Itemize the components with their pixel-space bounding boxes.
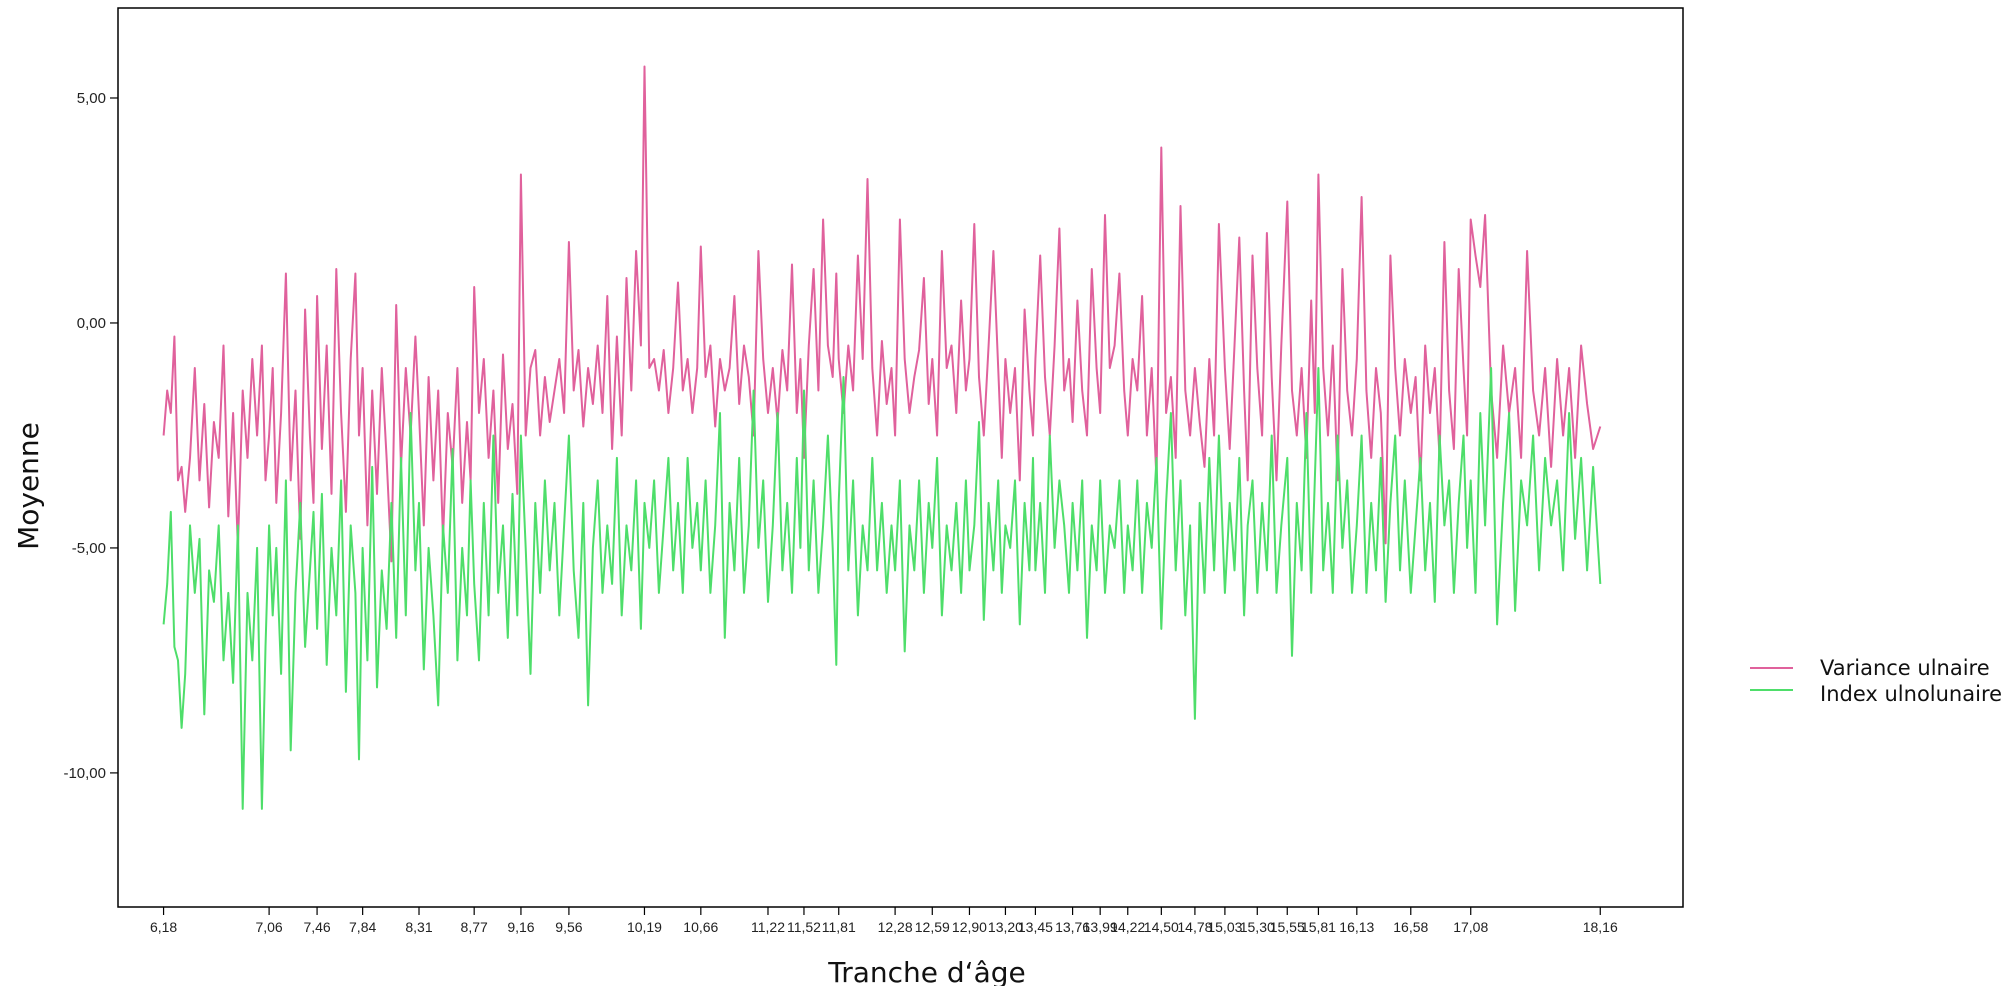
x-tick-label: 13,45 — [1018, 919, 1053, 935]
x-tick-label: 13,99 — [1083, 919, 1118, 935]
x-tick-label: 12,28 — [878, 919, 913, 935]
x-tick-label: 15,55 — [1270, 919, 1305, 935]
series-line-variance-ulnaire — [162, 65, 1602, 563]
x-tick-label: 14,50 — [1144, 919, 1179, 935]
x-tick-label: 18,16 — [1583, 919, 1618, 935]
series-layer — [162, 65, 1602, 810]
y-tick-label: 5,00 — [77, 90, 106, 107]
x-tick-label: 10,19 — [627, 919, 662, 935]
x-tick-label: 6,18 — [150, 919, 177, 935]
x-tick-label: 14,22 — [1110, 919, 1145, 935]
x-axis: 6,18 7,06 7,46 7,84 8,31 8,77 9,16 9,56 10,19 10,… — [150, 907, 1618, 935]
x-tick-label: 11,52 — [787, 919, 821, 935]
x-tick-label: 9,56 — [555, 919, 582, 935]
x-tick-label: 13,76 — [1055, 919, 1090, 935]
series-line-index-ulnolunaire — [162, 367, 1602, 810]
x-tick-label: 7,46 — [303, 919, 330, 935]
x-tick-label: 16,13 — [1339, 919, 1374, 935]
x-tick-label: 12,90 — [952, 919, 987, 935]
y-tick-label: 0,00 — [77, 315, 106, 332]
legend: Variance ulnaire Index ulnolunaire — [1750, 656, 2002, 706]
x-tick-label: 11,81 — [822, 919, 856, 935]
y-axis-title: Moyenne — [12, 422, 45, 550]
x-tick-label: 11,22 — [751, 919, 785, 935]
x-axis-title: Tranche d‘âge — [827, 956, 1026, 986]
x-tick-label: 15,81 — [1301, 919, 1336, 935]
x-tick-label: 13,20 — [988, 919, 1023, 935]
legend-label-index: Index ulnolunaire — [1820, 682, 2002, 706]
x-tick-label: 9,16 — [507, 919, 534, 935]
y-axis: 5,00 0,00 -5,00 -10,00 — [63, 90, 118, 782]
x-tick-label: 7,84 — [349, 919, 376, 935]
x-tick-label: 8,31 — [405, 919, 432, 935]
x-tick-label: 16,58 — [1393, 919, 1428, 935]
x-tick-label: 8,77 — [461, 919, 488, 935]
x-tick-label: 10,66 — [683, 919, 718, 935]
x-tick-label: 14,78 — [1177, 919, 1212, 935]
plot-frame — [117, 7, 1684, 908]
y-tick-label: -10,00 — [63, 765, 106, 782]
y-tick-label: -5,00 — [72, 540, 106, 557]
x-tick-label: 7,06 — [255, 919, 282, 935]
legend-label-variance: Variance ulnaire — [1820, 656, 1990, 680]
x-tick-label: 15,03 — [1207, 919, 1242, 935]
x-tick-label: 12,59 — [915, 919, 950, 935]
x-tick-label: 15,30 — [1240, 919, 1275, 935]
x-tick-label: 17,08 — [1453, 919, 1488, 935]
